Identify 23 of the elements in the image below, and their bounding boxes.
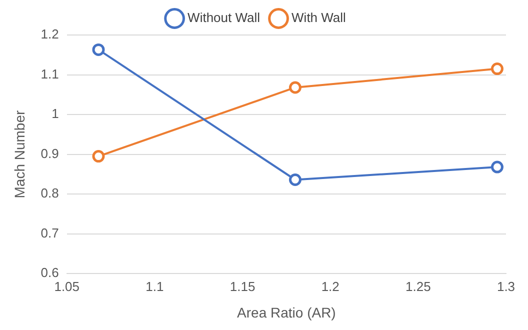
y-tick-label: 0.7: [40, 225, 59, 240]
point: [92, 43, 105, 56]
y-tick-label: 0.9: [40, 146, 59, 161]
y-tick-label: 1.2: [40, 26, 59, 42]
x-axis-title: Area Ratio (AR): [237, 304, 336, 320]
point: [490, 62, 504, 76]
y-tick-label: 0.8: [40, 186, 59, 201]
legend-label: Without Wall: [188, 10, 260, 26]
x-tick-label: 1.2: [321, 278, 340, 294]
x-tick-label: 1.1: [146, 278, 164, 294]
point: [288, 174, 302, 186]
x-tick-label: 1.15: [230, 278, 256, 294]
x-tick-label: 1.3: [496, 278, 516, 294]
y-tick-label: 0.6: [40, 265, 59, 280]
point: [92, 150, 105, 163]
y-tick-label: 1: [52, 106, 59, 122]
y-axis-title: Mach Number: [11, 110, 28, 198]
legend-label: With Wall: [292, 10, 346, 26]
y-tick-label: 1.1: [40, 66, 59, 82]
point: [490, 160, 504, 174]
x-tick-label: 1.05: [54, 278, 80, 294]
point: [288, 81, 302, 94]
x-tick-label: 1.25: [406, 278, 431, 294]
